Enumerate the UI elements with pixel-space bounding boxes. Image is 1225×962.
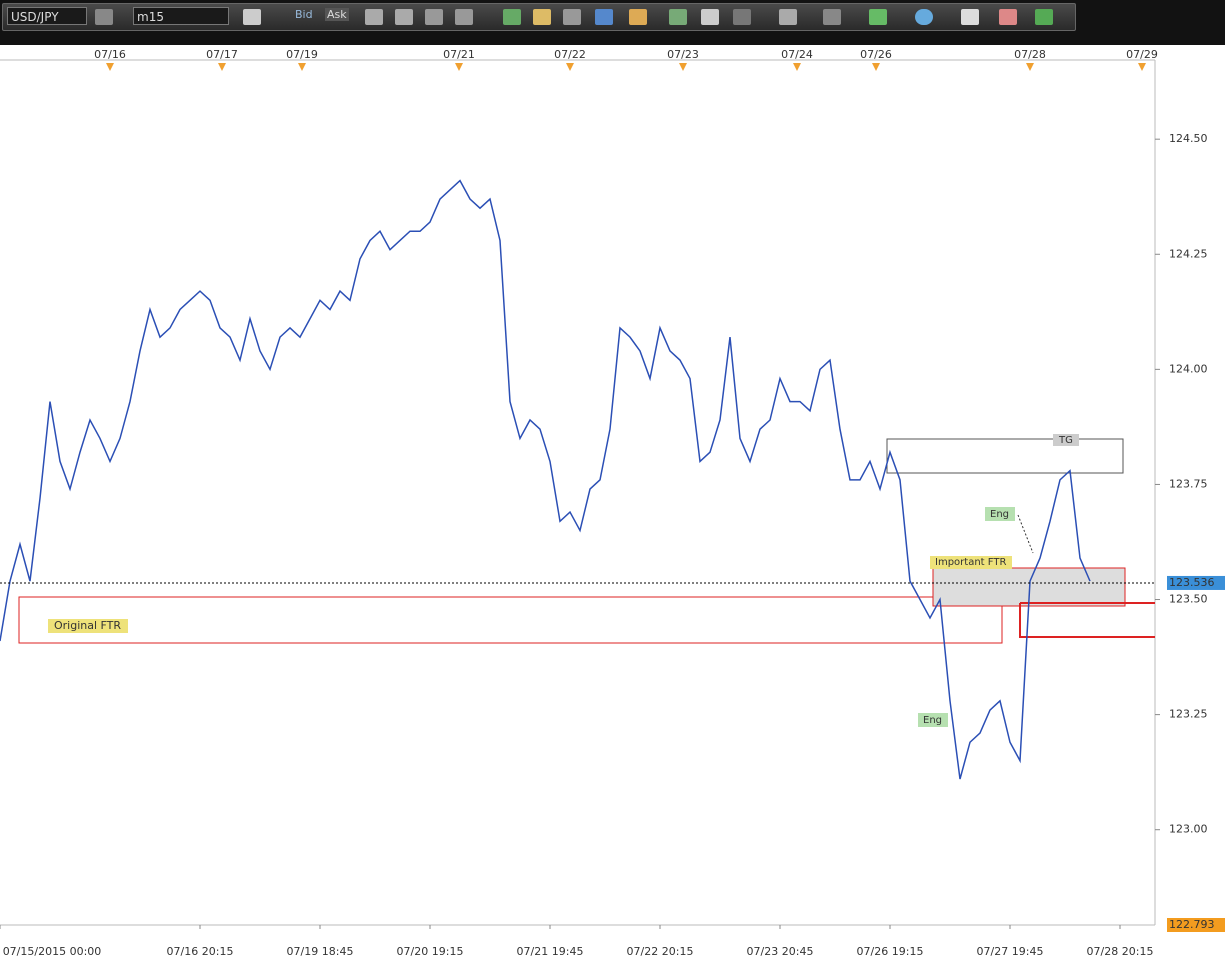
annotation-bg	[1053, 434, 1079, 446]
date-marker	[455, 63, 463, 71]
ask-button[interactable]: Ask	[325, 8, 349, 21]
y-tick-label: 123.25	[1169, 708, 1208, 721]
chart: Original FTR Important FTR Eng Eng TG 12…	[0, 45, 1225, 962]
tool-button[interactable]	[915, 9, 933, 25]
top-date-label: 07/23	[667, 48, 699, 61]
date-marker	[872, 63, 880, 71]
tool-button[interactable]	[533, 9, 551, 25]
top-date-label: 07/19	[286, 48, 318, 61]
tool-button[interactable]	[669, 9, 687, 25]
plot: Original FTR Important FTR Eng Eng TG 12…	[0, 48, 1225, 958]
top-date-label: 07/24	[781, 48, 813, 61]
background	[0, 45, 1225, 962]
x-tick-label: 07/21 19:45	[517, 945, 584, 958]
tool-button[interactable]	[563, 9, 581, 25]
annotation: Important FTR	[935, 557, 1006, 568]
top-date-label: 07/17	[206, 48, 238, 61]
x-tick-label: 07/16 20:15	[167, 945, 234, 958]
annotation-bg	[918, 713, 948, 727]
tool-button[interactable]	[503, 9, 521, 25]
date-marker	[679, 63, 687, 71]
top-date-label: 07/16	[94, 48, 126, 61]
annotation-bg	[930, 556, 1012, 569]
x-tick-label: 07/23 20:45	[747, 945, 814, 958]
y-tick-label: 123.50	[1169, 593, 1208, 606]
tool-button[interactable]	[455, 9, 473, 25]
tool-button[interactable]	[961, 9, 979, 25]
zone-box	[1019, 602, 1155, 638]
tool-button[interactable]	[395, 9, 413, 25]
annotation-bg	[985, 507, 1015, 521]
y-tick-label: 123.00	[1169, 823, 1208, 836]
date-marker	[218, 63, 226, 71]
link-button[interactable]	[95, 9, 113, 25]
tool-button[interactable]	[733, 9, 751, 25]
top-date-label: 07/26	[860, 48, 892, 61]
top-date-label: 07/22	[554, 48, 586, 61]
toolbar-strip: USD/JPY m15 Bid Ask	[2, 3, 1076, 31]
y-tick-label: 124.50	[1169, 132, 1208, 145]
tool-button[interactable]	[595, 9, 613, 25]
toolbar: USD/JPY m15 Bid Ask	[0, 0, 1225, 45]
tool-button[interactable]	[999, 9, 1017, 25]
x-tick-label: 07/28 20:15	[1087, 945, 1154, 958]
tool-button[interactable]	[823, 9, 841, 25]
x-tick-label: 07/22 20:15	[627, 945, 694, 958]
x-tick-label: 07/27 19:45	[977, 945, 1044, 958]
chart-type-button[interactable]	[243, 9, 261, 25]
top-date-label: 07/21	[443, 48, 475, 61]
tool-button[interactable]	[869, 9, 887, 25]
annotation-bg	[48, 619, 128, 633]
connector	[1017, 514, 1034, 554]
tool-button[interactable]	[365, 9, 383, 25]
y-tick-label: 124.00	[1169, 362, 1208, 375]
date-marker	[793, 63, 801, 71]
x-tick-label: 07/26 19:15	[857, 945, 924, 958]
tool-button[interactable]	[779, 9, 797, 25]
top-date-label: 07/28	[1014, 48, 1046, 61]
y-tick-label: 123.75	[1169, 477, 1208, 490]
annotation: Eng	[923, 715, 942, 726]
y-tick-label: 124.25	[1169, 247, 1208, 260]
tool-button[interactable]	[629, 9, 647, 25]
price-line	[0, 179, 1091, 780]
tool-button[interactable]	[1035, 9, 1053, 25]
timeframe-select[interactable]: m15	[133, 7, 229, 25]
x-tick-label: 07/20 19:15	[397, 945, 464, 958]
annotation: Original FTR	[54, 619, 121, 632]
x-tick-label: 07/15/2015 00:00	[3, 945, 102, 958]
annotation: Eng	[990, 509, 1009, 520]
bid-button[interactable]: Bid	[295, 8, 313, 21]
date-marker	[566, 63, 574, 71]
date-marker	[1026, 63, 1034, 71]
price-label-bg	[1167, 918, 1225, 932]
price-label-bg	[1167, 575, 1225, 590]
date-marker	[106, 63, 114, 71]
date-marker	[298, 63, 306, 71]
zone-box	[18, 596, 1003, 644]
zone-box	[886, 438, 1124, 474]
tool-button[interactable]	[425, 9, 443, 25]
tool-button[interactable]	[701, 9, 719, 25]
top-date-label: 07/29	[1126, 48, 1158, 61]
date-marker	[1138, 63, 1146, 71]
x-tick-label: 07/19 18:45	[287, 945, 354, 958]
symbol-select[interactable]: USD/JPY	[7, 7, 87, 25]
y-limit-label: 122.793	[1169, 918, 1215, 931]
current-price-label: 123.536	[1169, 576, 1215, 589]
annotation: TG	[1058, 435, 1073, 446]
